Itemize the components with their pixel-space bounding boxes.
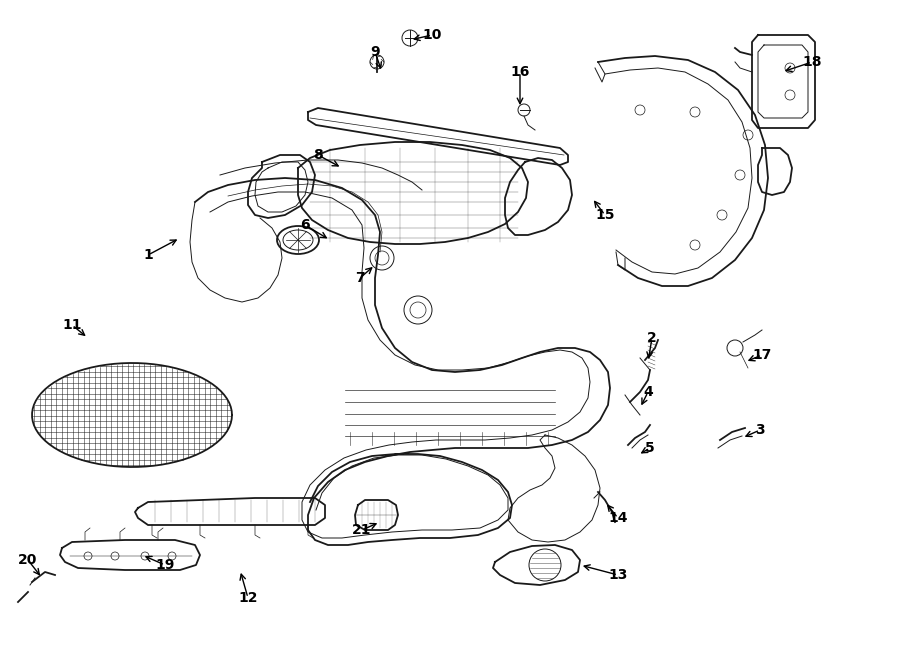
Text: 5: 5 xyxy=(645,441,655,455)
Text: 7: 7 xyxy=(356,271,364,285)
Text: 13: 13 xyxy=(608,568,627,582)
Text: 11: 11 xyxy=(62,318,82,332)
Text: 19: 19 xyxy=(156,558,175,572)
Text: 9: 9 xyxy=(370,45,380,59)
Text: 15: 15 xyxy=(595,208,615,222)
Text: 10: 10 xyxy=(422,28,442,42)
Text: 14: 14 xyxy=(608,511,628,525)
Text: 17: 17 xyxy=(752,348,771,362)
Text: 18: 18 xyxy=(802,55,822,69)
Text: 1: 1 xyxy=(143,248,153,262)
Text: 12: 12 xyxy=(238,591,257,605)
Text: 6: 6 xyxy=(301,218,310,232)
Text: 16: 16 xyxy=(510,65,530,79)
Text: 2: 2 xyxy=(647,331,657,345)
Text: 21: 21 xyxy=(352,523,372,537)
Text: 3: 3 xyxy=(755,423,765,437)
Text: 4: 4 xyxy=(644,385,652,399)
Text: 8: 8 xyxy=(313,148,323,162)
Text: 20: 20 xyxy=(18,553,38,567)
